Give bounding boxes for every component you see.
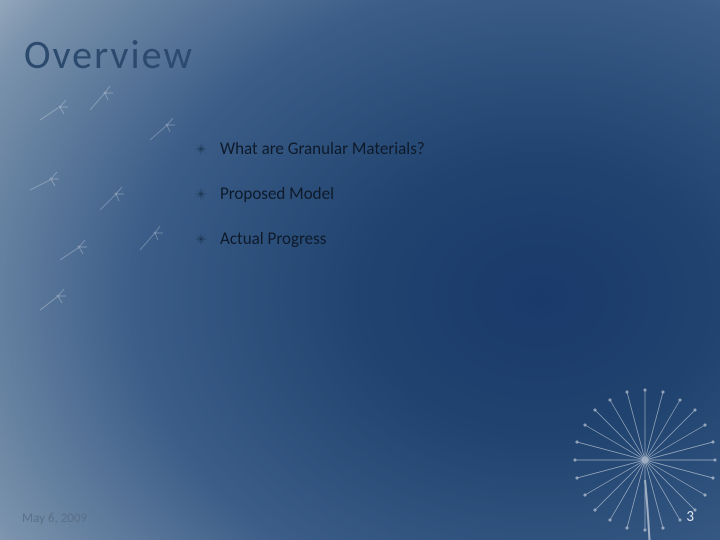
bullet-label: Proposed Model: [220, 183, 334, 204]
slide-title: Overview: [24, 30, 194, 79]
footer-date: May 6, 2009: [22, 511, 87, 526]
footer-page-number: 3: [686, 508, 694, 526]
list-item: Actual Progress: [194, 228, 425, 249]
dandelion-seeds-decoration: [0, 80, 220, 340]
bullet-label: Actual Progress: [220, 228, 326, 249]
list-item: What are Granular Materials?: [194, 138, 425, 159]
slide: Overview What are Granular Materials?: [0, 0, 720, 540]
bullet-label: What are Granular Materials?: [220, 138, 425, 159]
bullet-list: What are Granular Materials? Proposed Mo…: [194, 138, 425, 273]
dandelion-decoration: [470, 290, 720, 540]
list-item: Proposed Model: [194, 183, 425, 204]
